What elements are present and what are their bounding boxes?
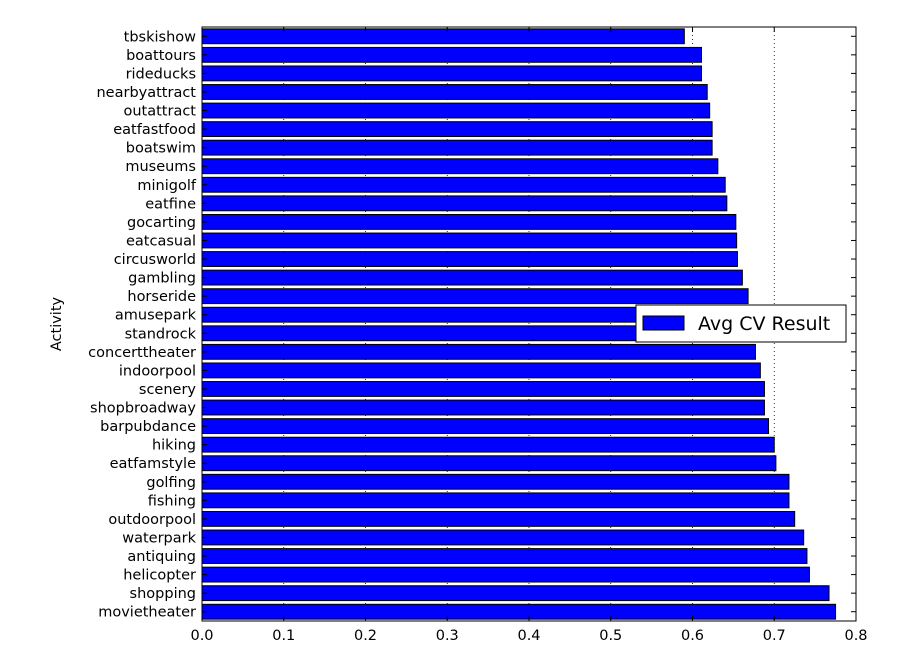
bar-gocarting: [201, 213, 737, 230]
y-tick-label: gambling: [128, 271, 196, 287]
bar-museums: [201, 158, 719, 175]
x-tick-labels: 0.0 0.1 0.2 0.3 0.4 0.5 0.6 0.7 0.8: [190, 628, 867, 644]
bar-shopping: [201, 585, 830, 602]
x-tick-label: 0.1: [272, 628, 295, 644]
y-tick-label: shopbroadway: [90, 401, 196, 417]
ticks-layer: [201, 27, 857, 621]
bar-eatfastfood: [201, 121, 713, 138]
y-tick-label: fishing: [148, 493, 196, 509]
legend-swatch: [642, 315, 685, 331]
bar-nearbyattract: [201, 84, 708, 100]
bar-eatfamstyle: [201, 455, 777, 472]
bar-boatswim: [201, 139, 713, 156]
y-tick-label: standrock: [125, 326, 197, 342]
bar-golfing: [201, 473, 790, 490]
bar-eatfine: [201, 195, 728, 212]
y-tick-label: hiking: [152, 438, 196, 454]
bar-outdoorpool: [201, 510, 796, 527]
y-tick-label: movietheater: [98, 605, 196, 621]
bar-waterpark: [201, 529, 805, 546]
x-tick-label: 0.2: [354, 628, 377, 644]
y-tick-label: boattours: [126, 48, 196, 64]
y-tick-label: eatcasual: [126, 233, 196, 249]
bar-shopbroadway: [201, 399, 765, 416]
bar-tbskishow: [201, 28, 685, 45]
y-tick-label: rideducks: [126, 66, 196, 82]
y-tick-label: golfing: [146, 475, 196, 491]
bar-horseride: [201, 288, 749, 305]
y-tick-label: tbskishow: [124, 29, 196, 45]
y-tick-label: helicopter: [123, 568, 196, 584]
bar-fishing: [201, 492, 790, 509]
y-tick-label: waterpark: [122, 530, 196, 546]
y-tick-label: eatfine: [145, 196, 196, 212]
bars-layer: [201, 28, 837, 620]
bar-movietheater: [201, 603, 837, 620]
y-tick-label: minigolf: [137, 178, 196, 194]
bar-minigolf: [201, 176, 726, 193]
y-tick-label: scenery: [139, 382, 197, 398]
bar-hiking: [201, 436, 775, 453]
y-tick-label: eatfastfood: [113, 122, 196, 138]
legend-label: Avg CV Result: [698, 313, 830, 335]
y-tick-label: eatfamstyle: [110, 456, 196, 472]
bar-indoorpool: [201, 362, 761, 379]
bar-outattract: [201, 102, 711, 119]
y-tick-label: nearbyattract: [96, 85, 196, 101]
y-tick-label: boatswim: [126, 141, 196, 157]
bar-antiquing: [201, 548, 808, 564]
y-tick-label: indoorpool: [119, 363, 196, 379]
legend: Avg CV Result: [635, 304, 847, 343]
y-tick-label: gocarting: [127, 215, 196, 231]
x-tick-label: 0.6: [681, 628, 704, 644]
bar-circusworld: [201, 251, 738, 267]
bar-scenery: [201, 381, 765, 397]
bar-gambling: [201, 269, 743, 286]
y-tick-label: museums: [125, 159, 196, 175]
x-tick-label: 0.5: [599, 628, 622, 644]
y-tick-labels: tbskishow boattours rideducks nearbyattract…: [88, 29, 197, 620]
y-tick-label: outattract: [123, 104, 196, 120]
y-tick-label: amusepark: [115, 308, 197, 324]
bar-eatcasual: [201, 232, 738, 249]
x-tick-label: 0.0: [190, 628, 213, 644]
y-tick-label: antiquing: [127, 549, 196, 565]
y-tick-label: horseride: [127, 289, 196, 305]
bar-helicopter: [201, 566, 810, 583]
bar-barpubdance: [201, 418, 770, 435]
y-axis-label: Activity: [49, 296, 65, 351]
x-tick-label: 0.7: [763, 628, 786, 644]
bar-boattours: [201, 46, 702, 63]
x-tick-label: 0.3: [436, 628, 459, 644]
y-tick-label: shopping: [130, 586, 196, 602]
y-tick-label: outdoorpool: [108, 512, 196, 528]
bar-concerttheater: [201, 343, 756, 360]
x-tick-label: 0.8: [844, 628, 867, 644]
y-tick-label: concerttheater: [88, 345, 196, 361]
bar-rideducks: [201, 65, 702, 82]
y-tick-label: barpubdance: [100, 419, 196, 435]
y-tick-label: circusworld: [114, 252, 196, 268]
x-tick-label: 0.4: [517, 628, 540, 644]
